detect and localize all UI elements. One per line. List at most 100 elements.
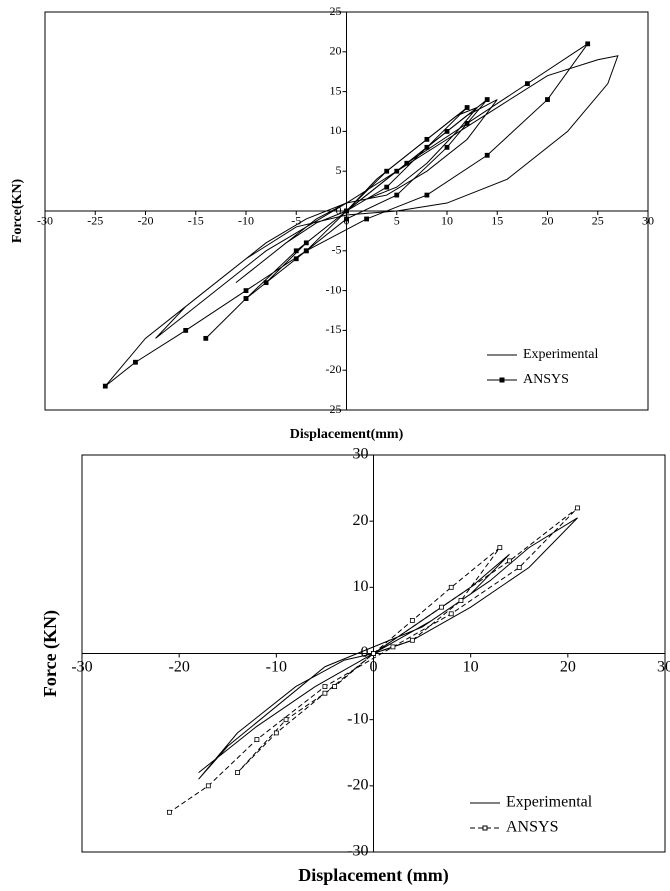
data-point (394, 192, 400, 198)
y-tick-label: 30 (353, 446, 369, 463)
y-tick-label: -25 (326, 402, 342, 416)
data-point (205, 783, 211, 789)
y-tick-label: 5 (336, 163, 342, 177)
x-tick-label: 20 (542, 214, 554, 228)
x-tick-label: 10 (441, 214, 453, 228)
y-tick-label: 10 (330, 123, 342, 137)
data-point (464, 121, 470, 126)
series-line (104, 55, 619, 387)
data-point (585, 41, 591, 47)
y-tick-label: 15 (330, 83, 342, 97)
data-point (322, 690, 328, 696)
y-tick-label: -30 (347, 843, 368, 860)
x-tick-label: -20 (138, 214, 154, 228)
y-tick-label: -15 (326, 322, 342, 336)
data-point (525, 81, 530, 87)
data-point (424, 136, 430, 142)
data-point (409, 637, 415, 643)
y-tick-label: 0 (336, 203, 342, 217)
data-point (364, 216, 370, 222)
data-point (303, 248, 309, 254)
data-point (167, 809, 172, 815)
x-tick-label: 5 (394, 214, 400, 228)
series-line (104, 43, 589, 387)
x-tick-label: 20 (560, 659, 576, 676)
data-point (575, 505, 580, 511)
x-tick-label: 25 (592, 214, 604, 228)
data-point (484, 152, 490, 158)
data-point (235, 770, 240, 775)
chart: -30 -25 -20 -15 -10 -5 0 5 10 15 20 25 30 -25 -20 -15 -1… (10, 4, 654, 442)
x-tick-label: 15 (491, 214, 503, 228)
data-point (444, 144, 450, 150)
data-point (464, 105, 470, 110)
data-point (384, 184, 390, 190)
x-tick-label: -15 (188, 214, 204, 228)
data-point (497, 545, 503, 551)
legend-marker (499, 377, 505, 383)
data-point (303, 240, 309, 246)
data-point (263, 280, 269, 286)
x-tick-label: -20 (169, 659, 190, 676)
data-point (545, 97, 550, 102)
y-axis-label: Force (KN) (40, 610, 61, 697)
data-point (322, 684, 328, 689)
data-point (344, 208, 349, 214)
y-tick-label: 20 (353, 512, 369, 529)
data-point (293, 248, 299, 254)
y-axis-label: Force(KN) (10, 179, 25, 244)
data-point (283, 717, 289, 723)
chart: -30 -20 -10 0 10 20 30 -30 -20 -10 0 10 20 30 Displace… (40, 446, 670, 886)
x-axis-label: Displacement(mm) (290, 427, 404, 442)
x-tick-label: -10 (266, 659, 287, 676)
y-tick-label: -5 (332, 243, 342, 257)
legend-marker (482, 825, 488, 831)
data-point (203, 335, 209, 341)
data-point (102, 383, 108, 389)
data-point (448, 611, 454, 617)
data-point (484, 97, 490, 102)
data-point (344, 216, 349, 222)
x-tick-label: 10 (463, 659, 479, 676)
data-point (293, 256, 299, 262)
x-tick-label: 30 (642, 214, 654, 228)
x-tick-label: 0 (370, 659, 378, 676)
legend-label: ANSYS (506, 819, 558, 836)
x-tick-label: -30 (37, 214, 53, 228)
data-point (254, 737, 260, 742)
y-tick-label: 10 (353, 578, 369, 595)
y-tick-label: 0 (361, 644, 369, 661)
y-tick-label: -10 (326, 282, 342, 296)
legend-label: ANSYS (523, 372, 569, 387)
data-point (448, 584, 454, 590)
x-tick-label: -5 (291, 214, 301, 228)
x-axis-label: Displacement (mm) (298, 865, 448, 886)
data-point (384, 168, 390, 174)
data-point (424, 192, 430, 198)
x-tick-label: -10 (238, 214, 254, 228)
data-point (439, 604, 444, 610)
y-tick-label: 20 (330, 44, 342, 58)
legend-label: Experimental (523, 347, 599, 362)
data-point (507, 558, 512, 564)
data-point (243, 296, 249, 301)
data-point (404, 160, 410, 166)
data-point (332, 684, 338, 689)
data-point (516, 565, 522, 570)
data-point (458, 598, 464, 603)
x-tick-label: -30 (71, 659, 92, 676)
y-tick-label: 25 (330, 4, 342, 18)
data-point (444, 128, 450, 134)
y-tick-label: -20 (326, 362, 342, 376)
data-point (243, 288, 249, 294)
data-point (371, 651, 376, 656)
x-tick-label: -25 (87, 214, 103, 228)
data-point (424, 144, 430, 150)
legend-label: Experimental (506, 794, 593, 811)
data-point (273, 730, 279, 736)
data-point (133, 359, 138, 365)
y-tick-label: -20 (347, 777, 368, 794)
data-point (409, 618, 415, 623)
x-tick-label: 30 (657, 659, 670, 676)
